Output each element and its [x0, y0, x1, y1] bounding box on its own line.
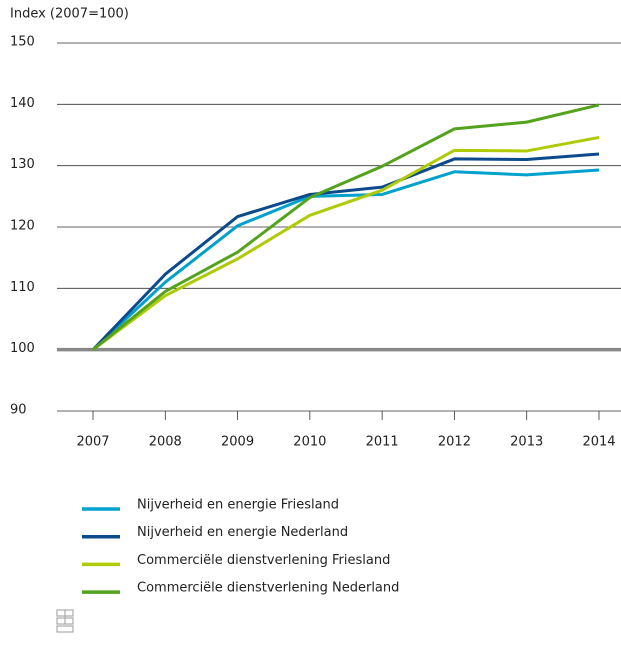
y-tick-label: 140	[10, 96, 35, 111]
legend-label: Nijverheid en energie Nederland	[137, 525, 348, 540]
y-tick-label: 150	[10, 35, 35, 50]
x-tick-label: 2011	[366, 435, 399, 450]
logo	[56, 609, 74, 633]
legend-label: Commerciële dienstverlening Nederland	[137, 581, 399, 596]
y-tick-label: 120	[10, 219, 35, 234]
series-line	[91, 152, 600, 351]
x-tick-label: 2014	[582, 435, 615, 450]
y-tick-label: 100	[10, 341, 35, 356]
legend-label: Nijverheid en energie Friesland	[137, 498, 339, 513]
x-tick-label: 2009	[221, 435, 254, 450]
x-tick-label: 2008	[149, 435, 182, 450]
legend-label: Commerciële dienstverlening Friesland	[137, 553, 390, 568]
y-tick-label: 130	[10, 157, 35, 172]
series-line	[92, 135, 600, 351]
x-tick-label: 2013	[510, 435, 543, 450]
y-axis-label: Index (2007=100)	[10, 7, 129, 22]
series-line	[92, 103, 600, 351]
y-tick-label: 110	[10, 280, 35, 295]
x-tick-label: 2007	[76, 435, 109, 450]
x-tick-label: 2012	[438, 435, 471, 450]
series-line	[91, 168, 600, 351]
x-tick-label: 2010	[293, 435, 326, 450]
y-tick-label: 90	[10, 403, 27, 418]
